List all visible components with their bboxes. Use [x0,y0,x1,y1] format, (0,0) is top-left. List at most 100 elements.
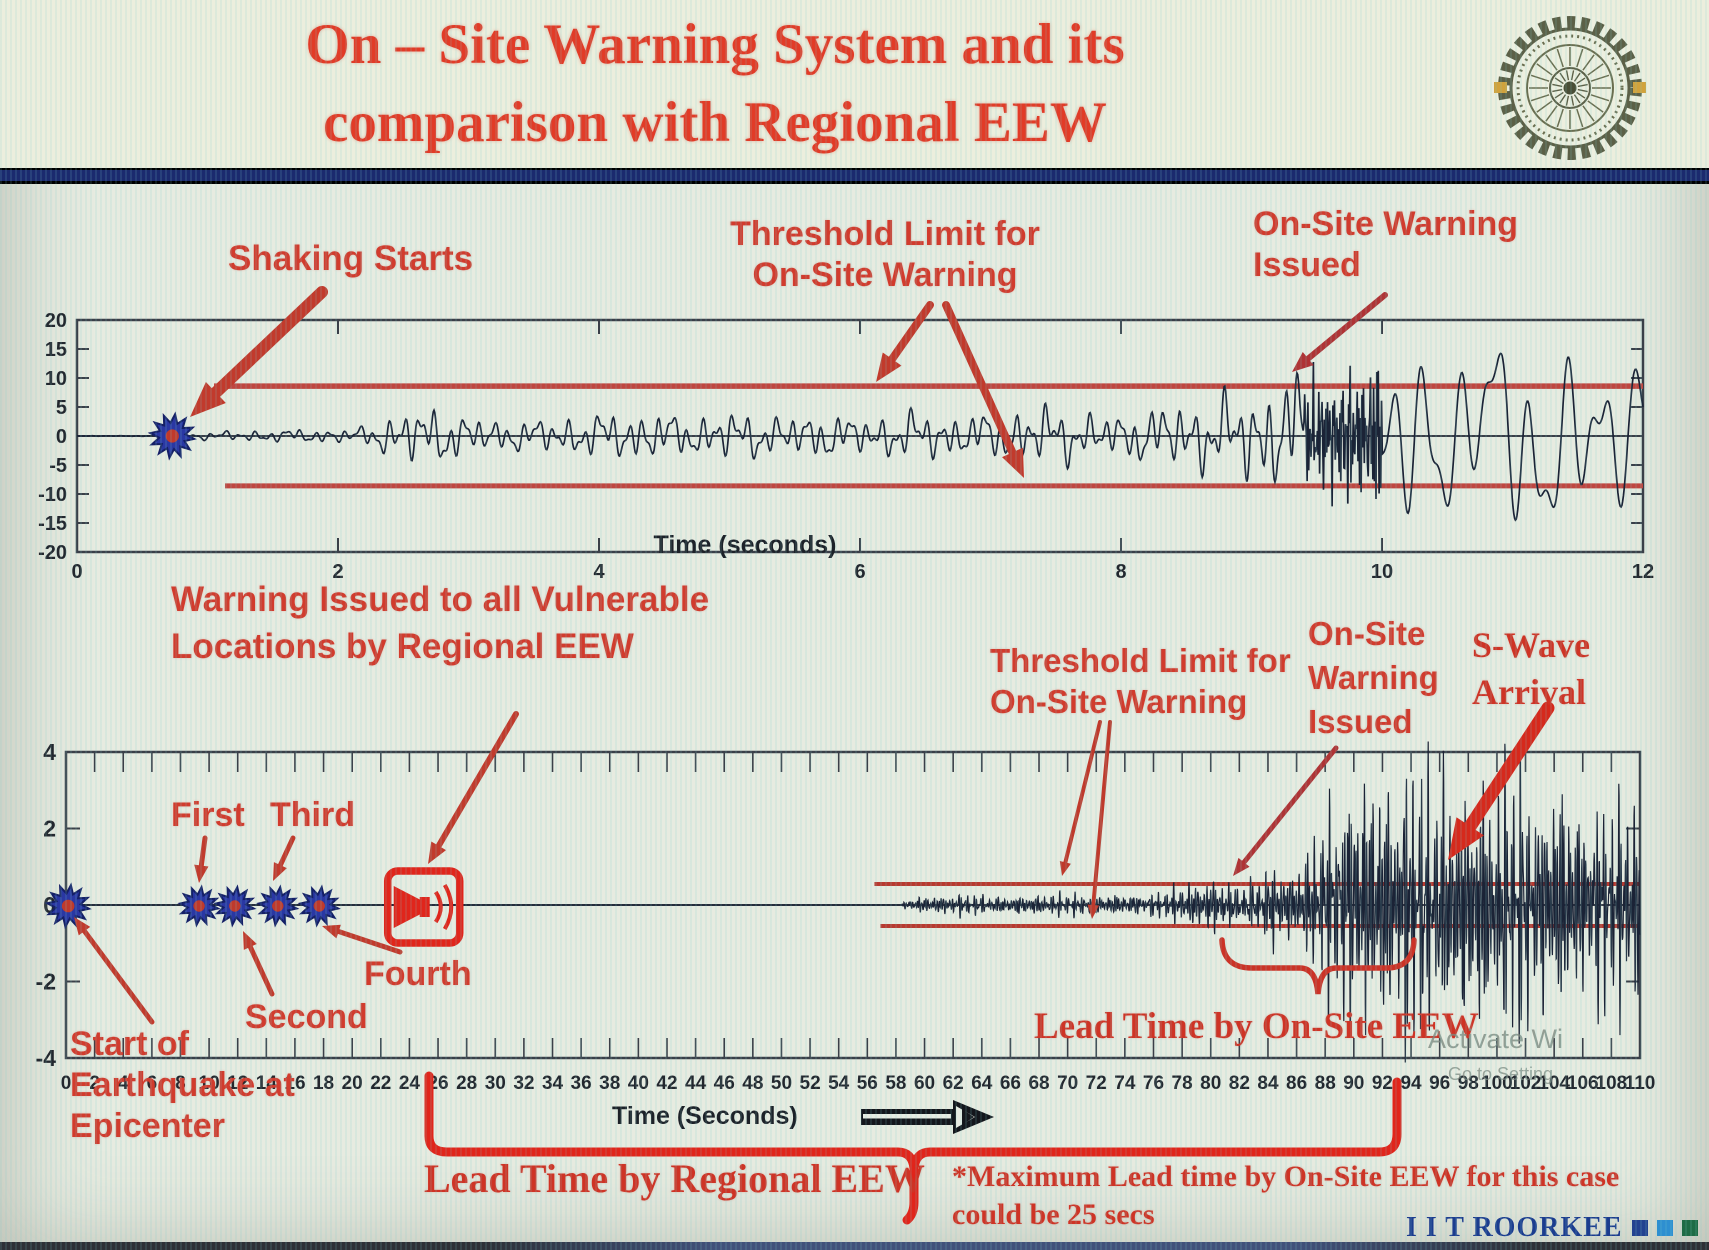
svg-text:102: 102 [1510,1073,1542,1094]
svg-text:8: 8 [1115,561,1126,583]
svg-text:58: 58 [885,1073,906,1094]
svg-text:60: 60 [914,1073,935,1094]
svg-text:4: 4 [43,739,56,765]
svg-text:16: 16 [284,1073,305,1094]
annotation-max-lead-note: *Maximum Lead time by On-Site EEW for th… [952,1158,1619,1234]
svg-text:72: 72 [1086,1073,1107,1094]
annotation-fourth: Fourth [364,955,472,993]
svg-text:10: 10 [45,368,67,390]
loudspeaker-icon [383,867,464,947]
svg-text:84: 84 [1257,1073,1279,1094]
svg-text:2: 2 [332,561,343,583]
annotation-second: Second [245,998,368,1036]
annotation-epicenter-line1: Start of [70,1025,189,1063]
svg-text:0: 0 [56,426,67,448]
annotation-epicenter-line2: Earthquake at [70,1066,295,1104]
annotation-threshold-top: Threshold Limit for On-Site Warning [700,214,1070,296]
bottom-chart-xlabel: Time (Seconds) [612,1102,798,1130]
svg-text:24: 24 [399,1073,421,1094]
annotation-s-wave-line2: Arrival [1472,672,1586,712]
top-chart-xlabel: Time (seconds) [653,531,837,559]
svg-text:10: 10 [1371,561,1393,583]
annotation-threshold-top-line1: Threshold Limit for [730,215,1040,253]
annotation-epicenter-line3: Epicenter [70,1107,225,1145]
svg-text:70: 70 [1057,1073,1078,1094]
svg-text:5: 5 [56,397,67,419]
footer-brand: I I T ROORKEE [1406,1212,1698,1244]
annotation-lead-time-regional: Lead Time by Regional EEW [424,1156,925,1201]
screen-bezel-bar [0,1242,1709,1250]
warning-marker-icon [213,884,257,928]
annotation-threshold-top-line2: On-Site Warning [752,256,1018,294]
activation-watermark-line1: Activate Wi [1428,1024,1564,1054]
top-chart-arrows [190,286,1388,478]
svg-text:110: 110 [1625,1073,1656,1094]
annotation-epicenter: Start of Earthquake at Epicenter [70,1024,295,1147]
svg-text:66: 66 [1000,1073,1021,1094]
svg-text:52: 52 [800,1073,821,1094]
activation-watermark-line2: Go to Setting [1448,1064,1554,1084]
warning-marker-icon [256,884,300,928]
svg-text:12: 12 [1632,561,1654,583]
svg-text:32: 32 [513,1073,534,1094]
bottom-chart-arrows [74,701,1555,1025]
lead-time-onsite-brace [1219,937,1417,995]
svg-text:90: 90 [1343,1073,1364,1094]
svg-text:88: 88 [1315,1073,1336,1094]
svg-text:4: 4 [593,561,605,583]
svg-text:42: 42 [656,1073,677,1094]
slide-title-line1: On – Site Warning System and its [305,13,1125,76]
svg-text:-4: -4 [36,1045,57,1071]
annotation-regional-warning: Warning Issued to all Vulnerable Locatio… [171,576,709,670]
svg-text:104: 104 [1538,1073,1570,1094]
svg-text:78: 78 [1172,1073,1193,1094]
svg-text:100: 100 [1481,1073,1513,1094]
annotation-regional-warning-line1: Warning Issued to all Vulnerable [171,580,710,619]
svg-text:82: 82 [1229,1073,1250,1094]
brand-square-light-blue [1656,1220,1673,1236]
annotation-lead-time-onsite: Lead Time by On-Site EEW [1034,1006,1479,1047]
warning-marker-icon [297,884,341,928]
annotation-s-wave-line1: S-Wave [1472,625,1591,665]
svg-text:4: 4 [118,1073,129,1094]
footer-brand-text: I I T ROORKEE [1406,1212,1623,1243]
svg-text:62: 62 [943,1073,964,1094]
svg-text:50: 50 [771,1073,792,1094]
svg-text:0: 0 [61,1073,72,1094]
svg-text:38: 38 [599,1073,620,1094]
svg-text:96: 96 [1429,1073,1450,1094]
annotation-onsite-issued-bottom-line2: Warning [1308,659,1439,696]
annotation-onsite-issued-top-line1: On-Site Warning [1253,205,1519,243]
annotation-threshold-bottom-line1: Threshold Limit for [990,642,1291,679]
svg-text:44: 44 [685,1073,707,1094]
right-arrow-icon [861,1100,994,1134]
svg-text:86: 86 [1286,1073,1307,1094]
svg-text:54: 54 [828,1073,850,1094]
annotation-s-wave: S-Wave Arrival [1472,622,1590,716]
bottom-chart: 420-2-4024681012141618202224262830323436… [36,739,1656,1094]
annotation-regional-warning-line2: Locations by Regional EEW [171,627,634,666]
svg-text:-20: -20 [38,542,67,564]
slide-title: On – Site Warning System and its compari… [0,6,1430,162]
annotation-threshold-bottom: Threshold Limit for On-Site Warning [990,640,1291,722]
svg-text:94: 94 [1400,1073,1422,1094]
svg-text:6: 6 [147,1073,158,1094]
annotation-onsite-issued-top-line2: Issued [1253,246,1361,284]
annotation-threshold-bottom-line2: On-Site Warning [990,683,1248,720]
svg-text:-15: -15 [38,513,67,535]
header-divider-bar [0,168,1709,184]
annotation-onsite-issued-bottom: On-Site Warning Issued [1308,612,1439,744]
svg-text:14: 14 [256,1073,278,1094]
svg-text:56: 56 [857,1073,878,1094]
brand-square-green [1681,1220,1698,1236]
svg-text:-2: -2 [36,969,56,995]
annotation-max-lead-note-line1: *Maximum Lead time by On-Site EEW for th… [952,1160,1620,1193]
svg-text:40: 40 [628,1073,649,1094]
warning-marker-icon [177,884,221,928]
shaking-starts-marker-icon [147,411,197,461]
svg-text:0: 0 [71,561,82,583]
svg-text:80: 80 [1200,1073,1221,1094]
svg-text:106: 106 [1567,1073,1599,1094]
svg-text:22: 22 [370,1073,391,1094]
